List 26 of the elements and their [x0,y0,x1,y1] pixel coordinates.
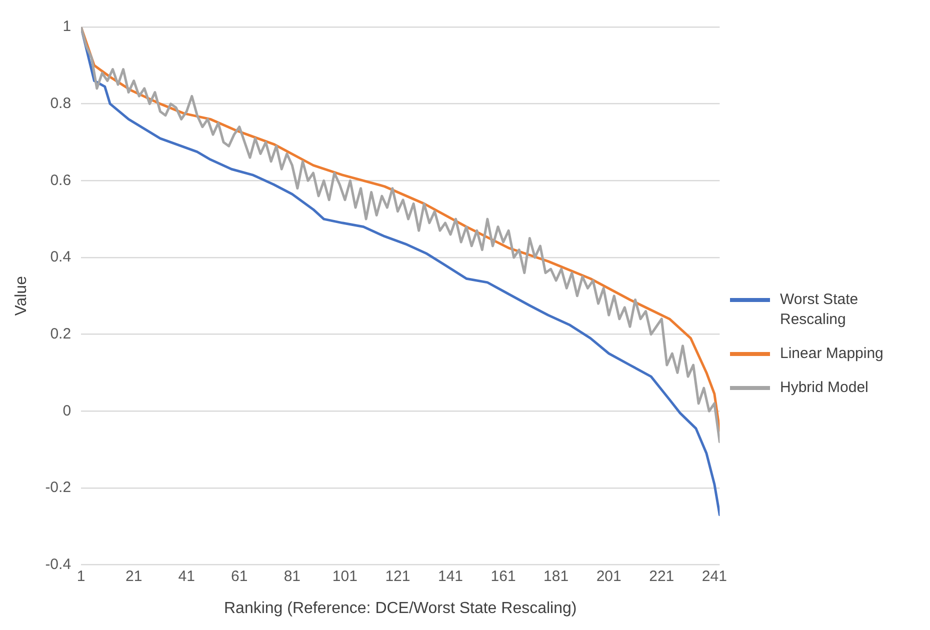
y-tick-label: 0 [62,402,72,420]
legend-label: Linear Mapping [780,344,884,364]
y-tick-label: 0.8 [50,94,72,112]
y-tick-label: 0.2 [50,325,72,342]
y-tick-label: -0.4 [45,556,72,573]
y-tick-label: 0.4 [50,248,72,266]
x-tick-label: 101 [332,568,358,585]
x-axis-title: Ranking (Reference: DCE/Worst State Rescaling) [224,600,577,617]
y-tick-label: 0.6 [50,172,72,189]
x-tick-label: 41 [178,568,195,585]
x-tick-label: 221 [649,568,674,585]
legend-label: Hybrid Model [780,378,870,398]
x-tick-label: 201 [596,568,622,585]
x-tick-label: 141 [438,568,464,585]
x-tick-label: 21 [125,568,142,585]
y-tick-label: -0.2 [45,479,72,496]
x-tick-label: 161 [490,568,516,585]
y-tick-label: 1 [62,18,72,36]
x-tick-label: 61 [231,568,248,585]
x-tick-label: 241 [702,568,727,585]
y-axis-title: Value [13,276,30,316]
x-tick-label: 1 [76,568,86,585]
x-tick-label: 81 [284,568,301,585]
legend-label: Worst State Rescaling [780,290,860,330]
x-tick-label: 181 [544,568,569,585]
x-tick-label: 121 [385,568,410,585]
